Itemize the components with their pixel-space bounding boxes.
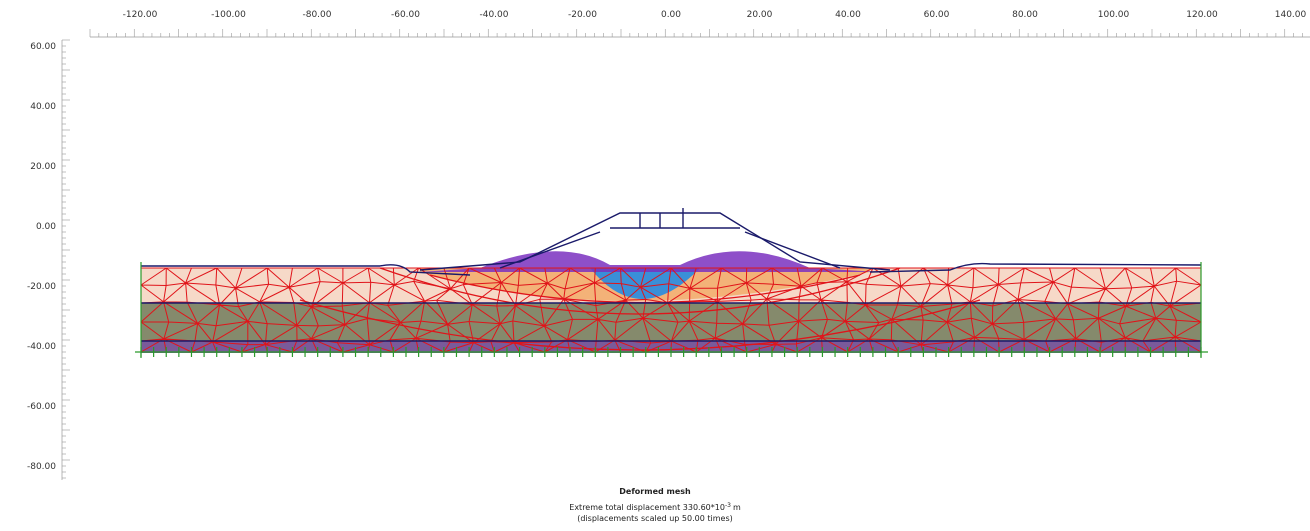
x-tick-label: 0.00 [661, 10, 681, 20]
y-tick-label: 0.00 [36, 222, 56, 232]
x-tick-label: 100.00 [1098, 10, 1130, 20]
x-tick-label: -120.00 [123, 10, 158, 20]
surface-line [141, 262, 1202, 276]
x-tick-label: 60.00 [924, 10, 950, 20]
caption-title: Deformed mesh [619, 487, 691, 496]
x-tick-label: 80.00 [1012, 10, 1038, 20]
x-tick-label: -80.00 [302, 10, 331, 20]
x-tick-label: -100.00 [211, 10, 246, 20]
supports [135, 262, 1208, 358]
y-tick-label: -20.00 [27, 282, 56, 292]
y-tick-label: 40.00 [30, 102, 56, 112]
zone-blue [590, 268, 700, 299]
x-tick-label: -60.00 [391, 10, 420, 20]
rulers: -120.00 -100.00 -80.00 -60.00 -40.00 -20.00 0.… [27, 10, 1310, 480]
y-tick-label: 20.00 [30, 162, 56, 172]
caption: Deformed mesh Extreme total displacement… [569, 487, 741, 523]
structure-members [499, 208, 841, 269]
x-tick-label: 20.00 [747, 10, 773, 20]
y-tick-label: -80.00 [27, 462, 56, 472]
caption-exponent: -3 [725, 502, 731, 509]
caption-line2: (displacements scaled up 50.00 times) [577, 514, 732, 523]
x-tick-label: -40.00 [479, 10, 508, 20]
x-tick-label: 40.00 [835, 10, 861, 20]
embankment-fill [420, 251, 880, 272]
model [135, 208, 1208, 358]
structure-outline [419, 212, 891, 271]
x-tick-label: 140.00 [1275, 10, 1307, 20]
caption-line1: Extreme total displacement 330.60*10-3 m [569, 502, 741, 512]
structure [141, 208, 1202, 342]
y-tick-label: 60.00 [30, 42, 56, 52]
x-tick-label: 120.00 [1186, 10, 1218, 20]
x-tick-label: -20.00 [568, 10, 597, 20]
caption-unit: m [733, 503, 741, 512]
y-tick-label: -40.00 [27, 342, 56, 352]
y-tick-label: -60.00 [27, 402, 56, 412]
mesh-path [140, 267, 1202, 353]
caption-text: Extreme total displacement 330.60*10 [569, 503, 725, 512]
